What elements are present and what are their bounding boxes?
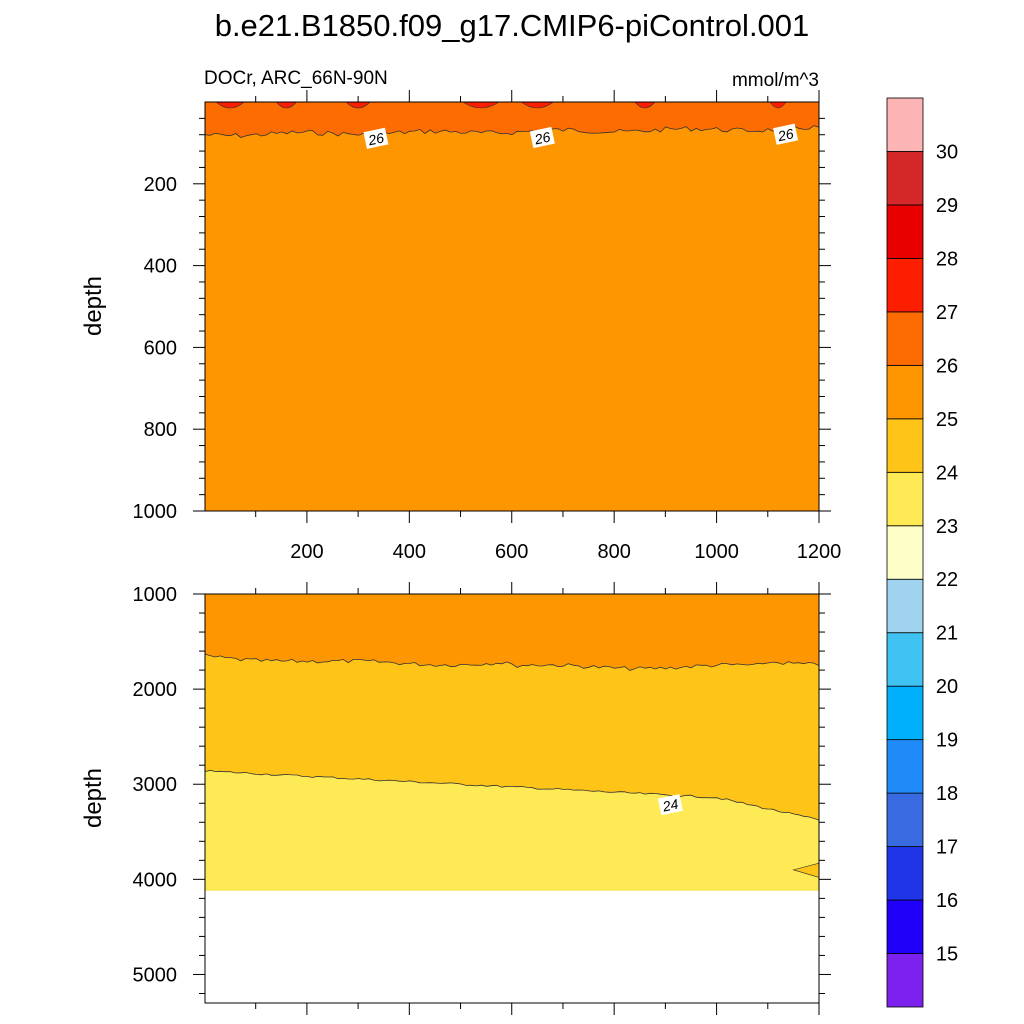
colorbar-label: 23	[936, 516, 958, 538]
variable-region-label: DOCr, ARC_66N-90N	[204, 68, 388, 89]
contour-label: 24	[657, 794, 683, 816]
colorbar-swatch	[886, 418, 924, 473]
y-tick-label: 200	[144, 174, 177, 196]
contour-label-text: 26	[775, 125, 795, 144]
colorbar-label: 16	[936, 890, 958, 912]
colorbar-swatch	[886, 899, 924, 954]
colorbar-swatch	[886, 685, 924, 741]
colorbar-label: 15	[936, 944, 958, 966]
colorbar-label: 27	[936, 302, 958, 324]
contour-label-box	[529, 126, 555, 149]
x-tick-label: 1000	[694, 541, 739, 563]
lower-y-axis-label: depth	[80, 768, 107, 828]
lower-panel: 1000 2000 3000 4000 5000 24 depth	[80, 582, 831, 1015]
colorbar-swatch	[886, 97, 924, 152]
colorbar: 15 16 17 18 19 20 21 22 23 24 25 26 27 28 29 30	[886, 97, 958, 1008]
colorbar-label: 17	[936, 837, 958, 859]
upper-contour-26	[204, 125, 820, 138]
upper-fill-25-26	[205, 102, 819, 138]
colorbar-label: 25	[936, 409, 958, 431]
colorbar-swatch	[886, 578, 924, 634]
x-tick-label: 800	[597, 541, 630, 563]
colorbar-swatch	[886, 525, 924, 580]
colorbar-swatch	[886, 311, 924, 366]
upper-fill-24-25	[205, 102, 819, 511]
contour-label: 26	[363, 127, 389, 149]
upper-ticks: 200 400 600 800 1000 200 400 600 800 1000 1200	[133, 90, 842, 563]
colorbar-swatch	[886, 846, 924, 901]
colorbar-swatch	[886, 792, 924, 847]
y-tick-label: 800	[144, 419, 177, 441]
colorbar-swatch	[886, 204, 924, 259]
colorbar-swatch	[886, 151, 924, 206]
colorbar-label: 20	[936, 676, 958, 698]
contour-label: 26	[773, 123, 799, 145]
y-tick-label: 5000	[133, 964, 178, 986]
colorbar-label: 29	[936, 195, 958, 217]
x-tick-label: 1200	[797, 541, 842, 563]
colorbar-swatch	[886, 953, 924, 1008]
y-tick-label: 1000	[133, 584, 178, 606]
lower-contour-fills	[204, 594, 820, 1003]
contour-label-text: 26	[532, 129, 552, 148]
x-tick-label: 400	[393, 541, 426, 563]
upper-y-axis-label: depth	[80, 276, 107, 336]
colorbar-label: 21	[936, 623, 958, 645]
contour-label-text: 26	[366, 129, 386, 148]
x-tick-label: 200	[290, 541, 323, 563]
colorbar-swatch	[886, 364, 924, 420]
colorbar-label: 18	[936, 783, 958, 805]
colorbar-swatch	[886, 739, 924, 794]
contour-label: 26	[529, 126, 555, 149]
y-tick-label: 2000	[133, 679, 178, 701]
y-tick-label: 400	[144, 256, 177, 278]
upper-contour-labels: 26 26 26	[363, 123, 799, 149]
colorbar-label: 19	[936, 730, 958, 752]
contour-label-box	[363, 127, 389, 149]
lower-ticks: 1000 2000 3000 4000 5000	[133, 582, 831, 1015]
lower-seafloor-mask	[205, 890, 819, 1003]
x-tick-label: 600	[495, 541, 528, 563]
lower-contour-labels: 24	[657, 794, 683, 816]
colorbar-label: 26	[936, 355, 958, 377]
colorbar-swatch	[886, 632, 924, 687]
units-label: mmol/m^3	[732, 70, 819, 91]
colorbar-swatch	[886, 258, 924, 313]
contour-label-text: 24	[660, 796, 680, 815]
y-tick-label: 3000	[133, 774, 178, 796]
y-tick-label: 1000	[133, 501, 178, 523]
colorbar-label: 22	[936, 569, 958, 591]
chart-title: b.e21.B1850.f09_g17.CMIP6-piControl.001	[215, 8, 810, 43]
colorbar-swatch	[886, 471, 924, 527]
contour-label-box	[773, 123, 799, 145]
contour-label-box	[657, 794, 683, 816]
colorbar-label: 24	[936, 462, 958, 484]
lower-contour-24	[204, 769, 820, 821]
upper-contour-fills	[204, 101, 820, 511]
lower-contour-25	[204, 653, 820, 671]
y-tick-label: 4000	[133, 869, 178, 891]
y-tick-label: 600	[144, 337, 177, 359]
colorbar-label: 28	[936, 248, 958, 270]
colorbar-label: 30	[936, 141, 958, 163]
